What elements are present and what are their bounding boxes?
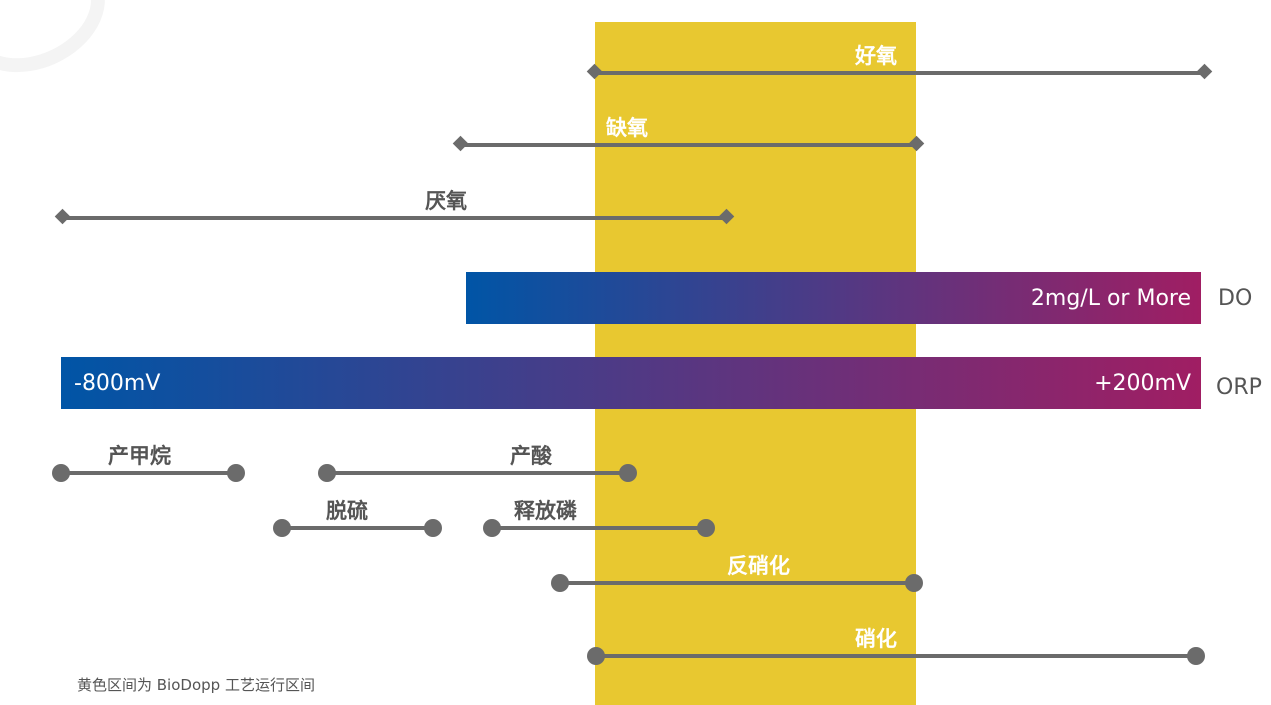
orp-max-label: +200mV [1094, 370, 1191, 396]
dot-marker-icon [52, 464, 70, 482]
orp-bar: -800mV +200mV [61, 357, 1201, 409]
diamond-marker-icon [1196, 63, 1213, 80]
methane-range-line [61, 471, 236, 475]
desulfurization-label: 脱硫 [326, 499, 368, 523]
orp-tag: ORP [1216, 375, 1262, 400]
do-bar-label: 2mg/L or More [1030, 285, 1191, 311]
do-tag: DO [1218, 286, 1253, 311]
dot-marker-icon [483, 519, 501, 537]
acid-range-line [327, 471, 628, 475]
acid-label: 产酸 [510, 444, 552, 468]
footnote: 黄色区间为 BioDopp 工艺运行区间 [77, 676, 315, 694]
diamond-marker-icon [452, 135, 469, 152]
dot-marker-icon [424, 519, 442, 537]
orp-min-label: -800mV [74, 370, 161, 396]
do-bar: 2mg/L or More [466, 272, 1201, 324]
diamond-marker-icon [54, 208, 71, 225]
dot-marker-icon [273, 519, 291, 537]
dot-marker-icon [318, 464, 336, 482]
denitrification-range-line [560, 581, 914, 585]
dot-marker-icon [551, 574, 569, 592]
aerobic-range-line [595, 71, 1204, 75]
dot-marker-icon [587, 647, 605, 665]
anoxic-label: 缺氧 [606, 116, 648, 140]
dot-marker-icon [697, 519, 715, 537]
dot-marker-icon [905, 574, 923, 592]
dot-marker-icon [1187, 647, 1205, 665]
methane-label: 产甲烷 [108, 444, 171, 468]
nitrification-label: 硝化 [855, 627, 897, 651]
anaerobic-label: 厌氧 [425, 189, 467, 213]
watermark-logo [0, 0, 124, 95]
anoxic-range-line [461, 143, 916, 147]
dot-marker-icon [619, 464, 637, 482]
denitrification-label: 反硝化 [727, 554, 790, 578]
desulfurization-range-line [282, 526, 433, 530]
phosphorus-release-label: 释放磷 [514, 499, 577, 523]
nitrification-range-line [596, 654, 1196, 658]
anaerobic-range-line [63, 216, 726, 220]
dot-marker-icon [227, 464, 245, 482]
phosphorus-release-range-line [492, 526, 706, 530]
aerobic-label: 好氧 [855, 44, 897, 68]
